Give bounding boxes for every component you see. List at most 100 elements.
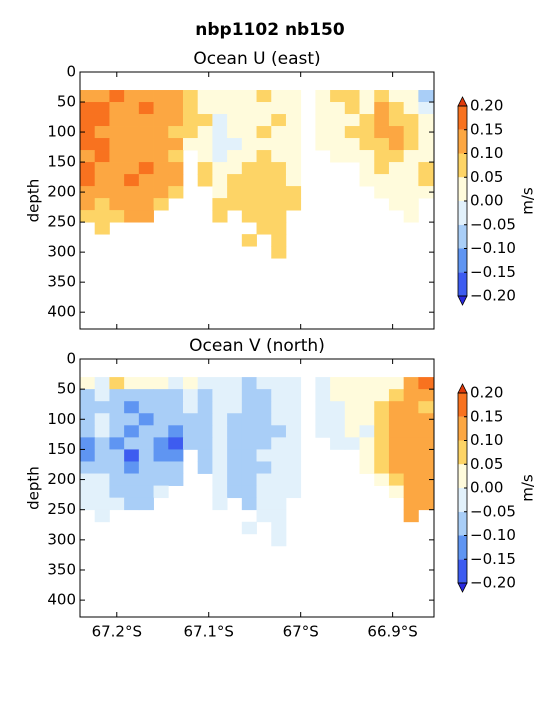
contour-cell	[109, 102, 125, 115]
contour-cell	[182, 377, 199, 390]
contour-cell	[330, 114, 346, 127]
contour-cell	[285, 449, 302, 462]
contour-cell	[80, 401, 96, 414]
contour-cell	[359, 389, 375, 402]
contour-cell	[403, 497, 419, 511]
contour-cell	[212, 174, 228, 187]
y-tick-label: 100	[47, 410, 76, 428]
contour-cell	[153, 114, 169, 127]
y-tick-label: 200	[47, 183, 76, 201]
contour-cell	[256, 509, 272, 523]
contour-cell	[197, 126, 213, 139]
contour-cell	[403, 509, 419, 523]
contour-cell	[374, 102, 390, 115]
axes-frame	[79, 71, 435, 330]
contour-cell	[227, 114, 243, 127]
contour-cell	[285, 150, 302, 163]
contour-cell	[388, 401, 405, 414]
contour-cell	[138, 174, 154, 187]
contour-cell	[212, 401, 228, 414]
contour-cell	[374, 114, 390, 127]
contour-cell	[271, 509, 287, 523]
colorbar-tick-label: −0.20	[470, 574, 516, 592]
contour-cell	[212, 198, 228, 211]
contour-cell	[403, 210, 419, 223]
contour-cell	[315, 389, 331, 402]
contour-cell	[374, 389, 390, 402]
contour-cell	[197, 425, 213, 438]
contour-cell	[153, 425, 169, 438]
contour-cell	[388, 473, 405, 486]
contour-cell	[256, 485, 272, 499]
contour-cell	[330, 389, 346, 402]
contour-cell	[271, 114, 287, 127]
contour-cell	[80, 497, 96, 511]
contour-cell	[109, 186, 125, 199]
contour-cell	[168, 425, 184, 438]
contour-cell	[388, 126, 405, 139]
contour-cell	[403, 102, 419, 115]
colorbar-segment	[458, 535, 467, 560]
contour-cell	[256, 162, 272, 175]
y-tick-label: 200	[47, 470, 76, 488]
contour-cell	[109, 497, 125, 511]
contour-cell	[80, 437, 96, 450]
contour-cell	[168, 437, 184, 450]
contour-cell	[212, 413, 228, 426]
contour-cell	[227, 126, 243, 139]
contour-cell	[418, 126, 434, 139]
contour-cell	[80, 138, 96, 151]
contour-cell	[344, 401, 360, 414]
contour-cell	[109, 162, 125, 175]
contour-cell	[153, 377, 169, 390]
contour-cell	[285, 413, 302, 426]
contour-cell	[330, 150, 346, 163]
contour-cell	[344, 102, 360, 115]
contour-cell	[241, 102, 257, 115]
contour-cell	[109, 210, 125, 223]
contour-cell	[418, 389, 434, 402]
colorbar-tick-label: 0.20	[470, 97, 503, 115]
contour-cell	[285, 485, 302, 499]
contour-cell	[285, 90, 302, 103]
contour-cell	[271, 138, 287, 151]
contour-cell	[256, 389, 272, 402]
contour-cell	[374, 377, 390, 390]
contour-cell	[124, 210, 140, 223]
contour-cell	[80, 198, 96, 211]
contour-cell	[94, 222, 110, 235]
contour-cell	[80, 114, 96, 127]
colorbar-segment	[458, 248, 467, 273]
contour-cell	[418, 162, 434, 175]
contour-cell	[241, 437, 257, 450]
contour-cell	[271, 425, 287, 438]
contour-cell	[197, 437, 213, 450]
contour-cell	[138, 90, 154, 103]
contour-cell	[124, 425, 140, 438]
colorbar-tick-label: 0.05	[470, 168, 503, 186]
contour-cell	[212, 437, 228, 450]
contour-cell	[315, 377, 331, 390]
contour-cell	[80, 126, 96, 139]
contour-cell	[153, 186, 169, 199]
contour-cell	[403, 437, 419, 450]
colorbar-segment	[458, 464, 467, 488]
contour-cell	[94, 449, 110, 462]
contour-cell	[359, 449, 375, 462]
contour-cell	[227, 425, 243, 438]
colorbar-segment	[458, 488, 467, 512]
contour-cell	[271, 401, 287, 414]
contour-cell	[94, 401, 110, 414]
contour-cell	[227, 401, 243, 414]
contour-cell	[197, 102, 213, 115]
y-tick-label: 400	[47, 303, 76, 321]
contour-cell	[168, 150, 184, 163]
colorbar-segment	[458, 177, 467, 201]
contour-cell	[197, 162, 213, 175]
contour-cell	[388, 377, 405, 390]
y-tick-label: 150	[47, 153, 76, 171]
contour-cell	[388, 114, 405, 127]
contour-cell	[197, 90, 213, 103]
contour-cell	[403, 162, 419, 175]
